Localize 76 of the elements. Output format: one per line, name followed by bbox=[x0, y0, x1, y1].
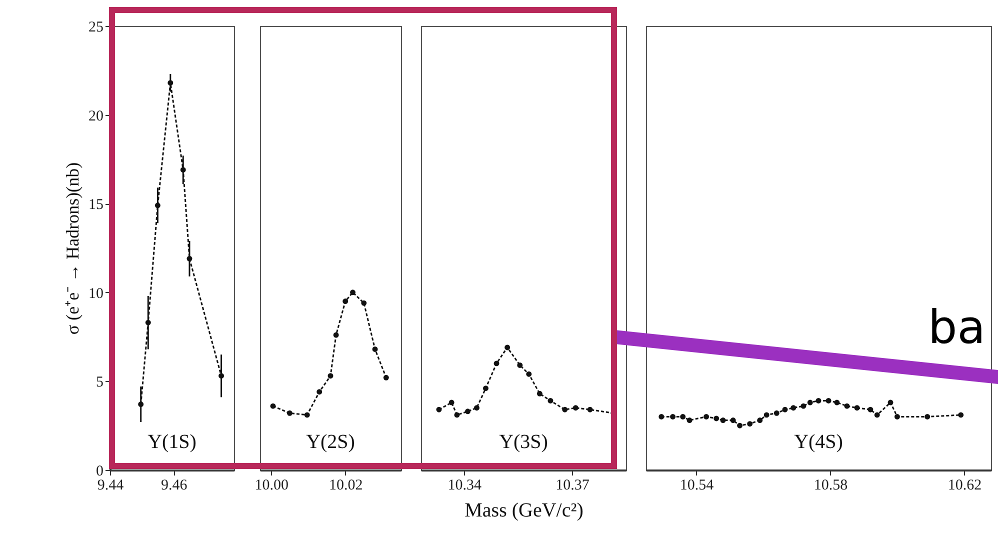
point bbox=[436, 406, 442, 412]
point bbox=[774, 410, 780, 416]
point bbox=[747, 421, 753, 427]
y-tick-label: 5 bbox=[96, 374, 104, 391]
point bbox=[517, 362, 523, 368]
annotation: Υ(2S) bbox=[306, 431, 355, 453]
x-tick-label: 10.02 bbox=[328, 478, 363, 494]
x-tick-label: 10.00 bbox=[254, 478, 289, 494]
point bbox=[704, 414, 710, 420]
point bbox=[844, 403, 850, 409]
point bbox=[316, 389, 322, 395]
point bbox=[483, 386, 488, 392]
annotation: ba bbox=[928, 300, 986, 354]
x-tick-label: 10.62 bbox=[948, 478, 982, 494]
point bbox=[924, 414, 930, 420]
point bbox=[454, 412, 460, 418]
point bbox=[562, 406, 568, 412]
point bbox=[720, 418, 726, 424]
y-tick-label: 25 bbox=[88, 20, 104, 36]
point bbox=[874, 412, 880, 418]
x-tick-label: 9.44 bbox=[97, 478, 124, 494]
y-tick-label: 15 bbox=[88, 197, 104, 214]
point bbox=[894, 414, 900, 420]
x-tick-label: 10.34 bbox=[448, 478, 482, 494]
point bbox=[536, 390, 542, 396]
point bbox=[800, 403, 806, 409]
point bbox=[826, 398, 832, 404]
x-tick-label: 10.37 bbox=[556, 478, 590, 494]
point bbox=[730, 418, 736, 424]
point bbox=[888, 400, 894, 406]
point bbox=[350, 290, 356, 296]
point bbox=[587, 406, 593, 412]
point bbox=[790, 405, 796, 411]
point bbox=[816, 398, 822, 404]
annotation: Υ(3S) bbox=[499, 431, 548, 453]
x-tick-label: 10.58 bbox=[814, 478, 848, 494]
annotation: Υ(4S) bbox=[794, 431, 843, 453]
point bbox=[333, 332, 339, 338]
y-axis-title: σ (e⁺e⁻ → Hadrons)(nb) bbox=[62, 162, 82, 335]
point bbox=[286, 410, 292, 416]
point bbox=[868, 406, 874, 412]
point bbox=[494, 360, 500, 366]
point bbox=[757, 418, 763, 424]
point bbox=[737, 422, 743, 428]
point bbox=[342, 298, 348, 304]
point bbox=[680, 414, 686, 420]
y-tick-label: 10 bbox=[88, 286, 104, 302]
point bbox=[782, 406, 788, 412]
point bbox=[361, 300, 367, 306]
y-tick-label: 0 bbox=[96, 464, 104, 480]
point bbox=[686, 418, 692, 424]
point bbox=[658, 414, 664, 420]
point bbox=[474, 405, 480, 411]
point bbox=[448, 400, 454, 406]
point bbox=[958, 412, 964, 418]
point bbox=[670, 414, 676, 420]
point bbox=[372, 346, 378, 352]
point bbox=[548, 398, 554, 404]
point bbox=[854, 405, 860, 411]
point bbox=[304, 412, 310, 418]
point bbox=[714, 416, 720, 422]
point bbox=[504, 344, 510, 350]
point bbox=[465, 408, 470, 414]
point bbox=[764, 412, 770, 418]
point bbox=[383, 374, 389, 380]
point bbox=[572, 405, 578, 411]
point bbox=[270, 403, 276, 409]
point bbox=[834, 400, 840, 406]
x-axis-title: Mass (GeV/c²) bbox=[464, 500, 584, 522]
x-tick-label: 9.46 bbox=[160, 478, 188, 494]
point bbox=[807, 400, 813, 406]
x-tick-label: 10.54 bbox=[680, 478, 714, 494]
point bbox=[526, 371, 532, 377]
annotation: Υ(1S) bbox=[148, 431, 196, 453]
y-tick-label: 20 bbox=[88, 108, 104, 124]
point bbox=[328, 373, 334, 379]
